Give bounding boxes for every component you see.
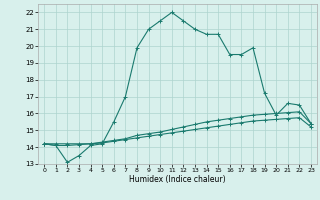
X-axis label: Humidex (Indice chaleur): Humidex (Indice chaleur) [129,175,226,184]
